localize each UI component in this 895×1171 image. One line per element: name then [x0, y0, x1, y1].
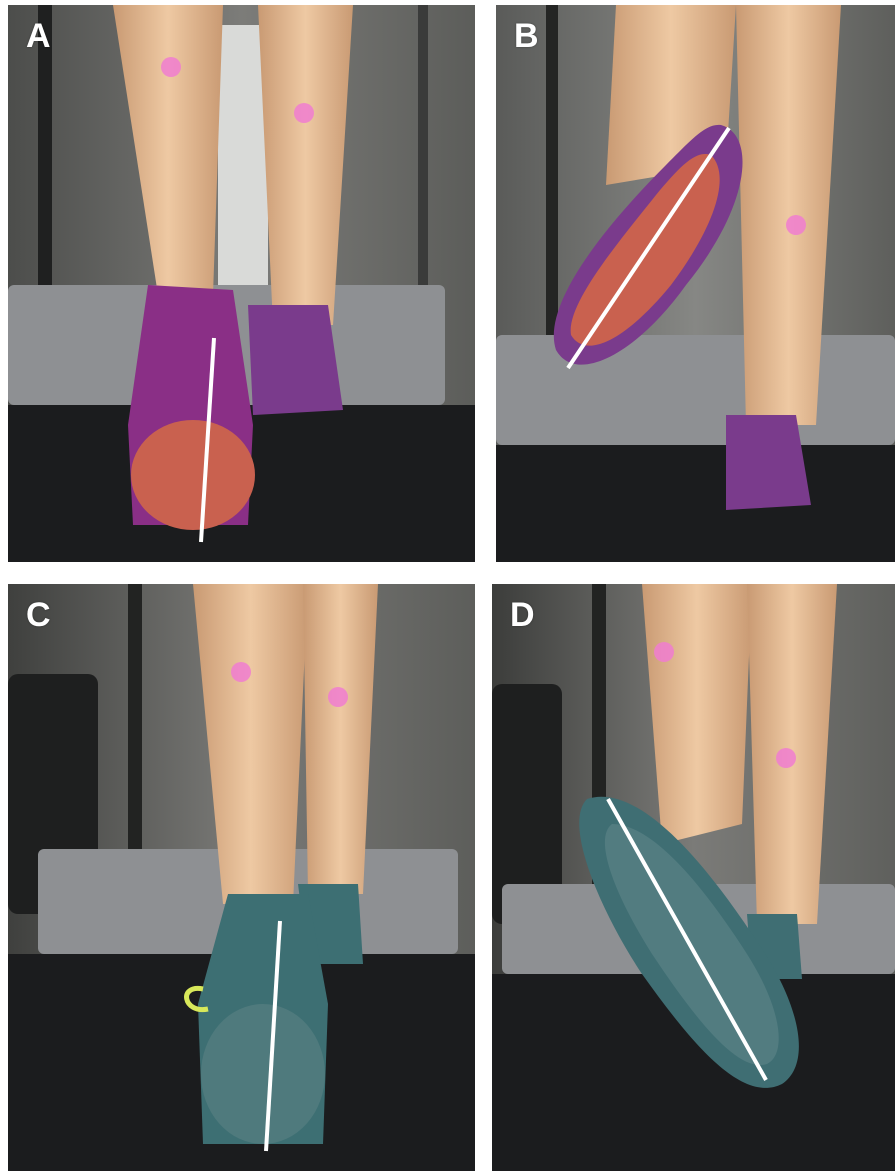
panel-a: A — [8, 5, 475, 562]
treadmill-deck — [496, 335, 895, 445]
machine-frame — [218, 25, 268, 295]
skin-marker — [294, 103, 314, 123]
reference-line — [606, 798, 768, 1081]
panel-d: D — [492, 584, 895, 1171]
skin-marker — [161, 57, 181, 77]
rack-post — [418, 5, 428, 335]
standing-leg — [736, 5, 841, 425]
shoe-sole — [201, 1004, 325, 1144]
right-shoe — [248, 305, 343, 415]
skin-marker — [786, 215, 806, 235]
panel-label: B — [514, 17, 539, 55]
panel-c-photo — [8, 584, 475, 1171]
panel-b: B — [496, 5, 895, 562]
left-leg — [193, 584, 308, 904]
gym-chair — [492, 684, 562, 924]
reference-line — [264, 920, 282, 1152]
skin-marker — [654, 642, 674, 662]
right-leg — [303, 584, 378, 894]
panel-c: C — [8, 584, 475, 1171]
reference-line — [566, 126, 731, 370]
reference-line — [199, 337, 216, 543]
standing-shoe — [726, 415, 811, 510]
right-leg — [258, 5, 353, 325]
skin-marker — [328, 687, 348, 707]
rack-post — [546, 5, 558, 335]
left-leg — [113, 5, 223, 295]
shoe-laces — [184, 985, 209, 1013]
panel-label: A — [26, 17, 51, 55]
rack-post — [38, 5, 52, 305]
panel-label: C — [26, 596, 51, 634]
treadmill-belt — [496, 445, 895, 562]
panel-d-photo — [492, 584, 895, 1171]
panel-a-photo — [8, 5, 475, 562]
skin-marker — [776, 748, 796, 768]
rack-post — [128, 584, 142, 914]
shoe-sole — [131, 420, 255, 530]
panel-label: D — [510, 596, 535, 634]
skin-marker — [231, 662, 251, 682]
panel-b-photo — [496, 5, 895, 562]
